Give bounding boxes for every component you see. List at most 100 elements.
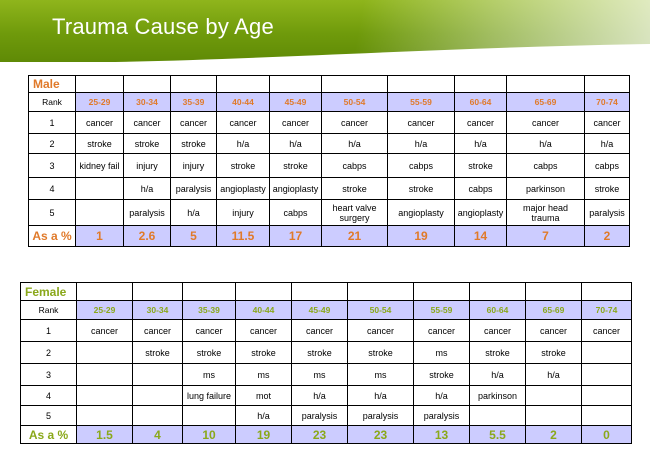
rank-number: 5: [20, 405, 77, 426]
cause-cell: [581, 385, 632, 406]
cause-cell: h/a: [506, 133, 585, 154]
percent-value: 5.5: [469, 425, 526, 444]
section-label: Male: [28, 75, 76, 93]
age-header: 60-64: [454, 92, 507, 112]
cause-cell: paralysis: [347, 405, 414, 426]
percent-value: 19: [235, 425, 292, 444]
age-header: 55-59: [413, 300, 470, 320]
cause-cell: ms: [235, 363, 292, 386]
cause-cell: stroke: [321, 177, 388, 200]
cause-cell: injury: [216, 199, 270, 226]
cause-cell: cabps: [454, 177, 507, 200]
cause-cell: h/a: [469, 363, 526, 386]
rank-number: 1: [20, 319, 77, 342]
age-header: 50-54: [321, 92, 388, 112]
percent-value: 13: [413, 425, 470, 444]
cause-cell: stroke: [123, 133, 171, 154]
cause-cell: cabps: [584, 153, 630, 178]
cause-cell: ms: [413, 341, 470, 364]
cause-cell: angioplasty: [216, 177, 270, 200]
age-header: 30-34: [123, 92, 171, 112]
age-header: 60-64: [469, 300, 526, 320]
cause-cell: h/a: [216, 133, 270, 154]
rank-number: 2: [28, 133, 76, 154]
cause-cell: parkinson: [469, 385, 526, 406]
cause-cell: [132, 363, 183, 386]
cause-cell: stroke: [269, 153, 322, 178]
percent-value: 23: [347, 425, 414, 444]
cause-cell: cancer: [76, 319, 133, 342]
cause-cell: cancer: [182, 319, 236, 342]
section-label: Female: [20, 282, 77, 301]
cause-cell: cancer: [347, 319, 414, 342]
cause-cell: cabps: [269, 199, 322, 226]
cause-cell: h/a: [291, 385, 348, 406]
cause-cell: stroke: [216, 153, 270, 178]
percent-value: 2.6: [123, 225, 171, 247]
cause-cell: cancer: [216, 111, 270, 134]
cause-cell: cabps: [321, 153, 388, 178]
percent-label: As a %: [28, 225, 76, 247]
cause-cell: cancer: [469, 319, 526, 342]
rank-label: Rank: [28, 92, 76, 112]
cause-cell: h/a: [387, 133, 455, 154]
cause-cell: [76, 385, 133, 406]
cause-cell: stroke: [235, 341, 292, 364]
cause-cell: cancer: [75, 111, 124, 134]
rank-row: 4 lung failure mot h/a h/a h/a parkinson: [20, 385, 632, 406]
cause-cell: angioplasty: [454, 199, 507, 226]
cause-cell: stroke: [170, 133, 217, 154]
age-header: 45-49: [291, 300, 348, 320]
age-header: 40-44: [235, 300, 292, 320]
cause-cell: [76, 363, 133, 386]
age-header: 25-29: [76, 300, 133, 320]
percent-value: 1.5: [76, 425, 133, 444]
cause-cell: cancer: [132, 319, 183, 342]
cause-cell: [469, 405, 526, 426]
rank-number: 3: [28, 153, 76, 178]
cause-cell: lung failure: [182, 385, 236, 406]
cause-cell: paralysis: [413, 405, 470, 426]
cause-cell: ms: [347, 363, 414, 386]
rank-number: 4: [28, 177, 76, 200]
age-header: 35-39: [182, 300, 236, 320]
rank-row: 4 h/a paralysis angioplasty angioplasty strok…: [28, 177, 630, 200]
cause-cell: cabps: [387, 153, 455, 178]
percent-value: 10: [182, 425, 236, 444]
cause-cell: cabps: [506, 153, 585, 178]
cause-cell: ms: [291, 363, 348, 386]
rank-label: Rank: [20, 300, 77, 320]
cause-cell: paralysis: [584, 199, 630, 226]
age-header-row: Rank 25-29 30-34 35-39 40-44 45-49 50-54…: [28, 92, 630, 112]
cause-cell: cancer: [321, 111, 388, 134]
cause-cell: stroke: [413, 363, 470, 386]
cause-cell: cancer: [235, 319, 292, 342]
age-header: 70-74: [584, 92, 630, 112]
cause-cell: [132, 405, 183, 426]
percent-value: 21: [321, 225, 388, 247]
cause-cell: stroke: [75, 133, 124, 154]
cause-cell: angioplasty: [387, 199, 455, 226]
age-header: 65-69: [506, 92, 585, 112]
percent-row: As a % 1 2.6 5 11.5 17 21 19 14 7 2: [28, 225, 630, 247]
cause-cell: cancer: [291, 319, 348, 342]
cause-cell: cancer: [123, 111, 171, 134]
cause-cell: h/a: [413, 385, 470, 406]
cause-cell: cancer: [269, 111, 322, 134]
cause-cell: [76, 405, 133, 426]
cause-cell: [581, 341, 632, 364]
cause-cell: kidney fail: [75, 153, 124, 178]
percent-value: 17: [269, 225, 322, 247]
cause-cell: cancer: [584, 111, 630, 134]
cause-cell: h/a: [269, 133, 322, 154]
percent-value: 7: [506, 225, 585, 247]
rank-row: 2 stroke stroke stroke stroke stroke ms stroke s…: [20, 341, 632, 364]
cause-cell: h/a: [525, 363, 582, 386]
cause-cell: [581, 405, 632, 426]
cause-cell: h/a: [454, 133, 507, 154]
rank-row: 2 stroke stroke stroke h/a h/a h/a h/a h/a h/a h/a: [28, 133, 630, 154]
rank-row: 5 paralysis h/a injury cabps heart valve surg…: [28, 199, 630, 226]
rank-row: 3 ms ms ms ms stroke h/a h/a: [20, 363, 632, 386]
cause-cell: [75, 177, 124, 200]
rank-number: 1: [28, 111, 76, 134]
